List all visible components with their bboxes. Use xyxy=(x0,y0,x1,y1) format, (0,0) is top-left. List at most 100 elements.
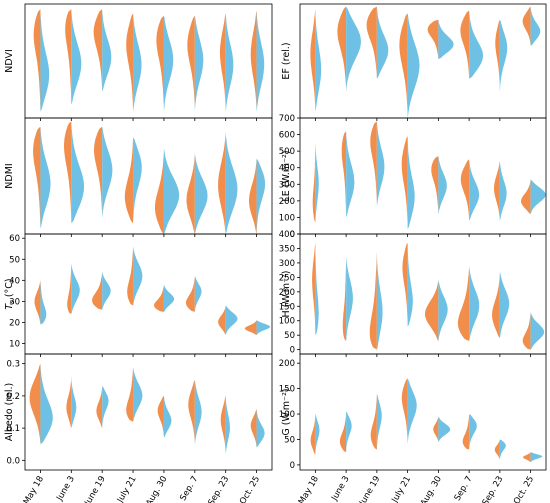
ylabel-le: LE (W.m⁻²) xyxy=(281,150,292,201)
xtick-label-albedo-1: June 3 xyxy=(54,475,76,503)
panel-le: 0 100 200 300 400 500 600 700 LE (W.m⁻²) xyxy=(279,114,547,240)
ytick-label-le-4: 400 xyxy=(279,164,295,174)
violin-ndvi-orange-5 xyxy=(187,15,195,112)
panel-g: 0 50 100 150 200 May 18 June 3 June 19 July 21 Au… xyxy=(279,353,547,503)
violin-ndvi-orange-6 xyxy=(219,13,226,112)
violin-le-blue-2 xyxy=(376,121,385,206)
ytick-label-albedo-1: 0.1 xyxy=(6,424,20,434)
violin-ndmi-blue-2 xyxy=(102,126,113,218)
violin-ndmi-orange-5 xyxy=(186,153,195,234)
violin-ef-blue-2 xyxy=(376,6,389,79)
violin-ef-orange-2 xyxy=(366,6,377,79)
violin-ts-blue-3 xyxy=(133,246,143,306)
violin-g-blue-7 xyxy=(530,452,543,463)
ytick-label-le-7: 700 xyxy=(279,114,295,124)
violin-ef-blue-0 xyxy=(315,9,322,112)
ylabel-albedo: Albedo (rel.) xyxy=(4,383,15,442)
violin-le-orange-2 xyxy=(370,121,377,206)
violin-le-orange-1 xyxy=(341,131,347,218)
panel-frame-albedo xyxy=(24,353,273,471)
panel-frame-g xyxy=(299,353,547,471)
violin-h-orange-2 xyxy=(369,251,377,350)
violin-le-orange-3 xyxy=(401,136,408,229)
ytick-label-h-2: 100 xyxy=(279,317,295,327)
violin-ndmi-orange-7 xyxy=(249,158,257,234)
ylabel-ef: EF (rel.) xyxy=(281,42,292,79)
ytick-label-le-2: 200 xyxy=(279,197,295,207)
violin-g-orange-1 xyxy=(339,411,347,453)
xtick-label-g-3: July 21 xyxy=(390,475,414,503)
violin-ndvi-blue-0 xyxy=(40,9,50,112)
violin-ndmi-blue-4 xyxy=(163,148,180,234)
ytick-label-h-8: 400 xyxy=(279,230,295,240)
violin-h-orange-6 xyxy=(492,271,500,339)
violin-h-blue-7 xyxy=(530,312,545,350)
violin-ndvi-blue-5 xyxy=(194,15,204,112)
violin-le-blue-4 xyxy=(438,156,447,215)
panel-ndvi: NDVI xyxy=(4,3,273,121)
ylabel-ts: Ts (°C) xyxy=(4,278,16,309)
violin-ndvi-blue-6 xyxy=(225,13,234,112)
violin-ef-orange-6 xyxy=(495,19,500,92)
panel-frame-ef xyxy=(299,3,547,119)
ytick-label-h-6: 300 xyxy=(279,259,295,269)
violin-h-orange-3 xyxy=(402,242,408,327)
violin-ndmi-blue-3 xyxy=(133,137,142,224)
violin-le-blue-1 xyxy=(346,131,355,218)
violin-ndmi-blue-6 xyxy=(225,132,238,234)
panel-h: 0 50 100 150 200 250 300 350 400 H (W.m⁻²) xyxy=(279,230,547,357)
violin-g-blue-6 xyxy=(499,439,506,460)
ytick-label-g-4: 200 xyxy=(279,359,295,369)
violin-ts-blue-0 xyxy=(40,280,47,325)
violin-ef-orange-7 xyxy=(522,6,531,46)
ytick-label-albedo-0: 0.0 xyxy=(6,456,20,466)
violin-albedo-orange-0 xyxy=(29,363,41,445)
panel-ndmi: NDMI xyxy=(4,117,273,237)
violin-ndvi-blue-3 xyxy=(133,13,142,112)
ytick-label-ts-5: 60 xyxy=(9,234,20,244)
ytick-label-le-1: 100 xyxy=(279,213,295,223)
ytick-label-h-1: 50 xyxy=(284,331,295,341)
violin-albedo-blue-1 xyxy=(71,376,77,429)
violin-g-blue-3 xyxy=(407,378,417,445)
violin-ndvi-orange-2 xyxy=(93,9,103,92)
xtick-label-g-5: Sep. 7 xyxy=(453,475,475,503)
violin-g-blue-1 xyxy=(346,411,352,453)
violin-le-blue-0 xyxy=(315,142,319,223)
violin-ts-orange-3 xyxy=(127,246,134,306)
violin-albedo-orange-6 xyxy=(220,395,226,454)
ytick-label-le-6: 600 xyxy=(279,131,295,141)
ylabel-h: H (W.m⁻²) xyxy=(281,271,292,318)
violin-h-orange-0 xyxy=(312,242,316,336)
violin-g-orange-6 xyxy=(494,439,500,460)
violin-ef-orange-3 xyxy=(399,13,408,119)
violin-le-orange-0 xyxy=(312,142,316,223)
violin-ndvi-blue-7 xyxy=(256,10,265,112)
ytick-label-le-0: 0 xyxy=(290,230,295,240)
violin-ef-orange-5 xyxy=(460,10,470,79)
violin-h-blue-2 xyxy=(376,251,383,350)
ytick-label-ts-0: 10 xyxy=(9,339,20,349)
violin-le-blue-6 xyxy=(499,161,507,221)
ytick-label-g-1: 50 xyxy=(284,435,295,445)
violin-le-orange-7 xyxy=(521,179,531,215)
violin-ndmi-orange-3 xyxy=(124,137,134,224)
violin-h-blue-5 xyxy=(469,265,480,341)
panel-frame-ndvi xyxy=(24,3,273,119)
violin-ndvi-orange-1 xyxy=(65,9,72,105)
xtick-label-albedo-0: May 18 xyxy=(22,475,46,503)
ytick-label-g-2: 100 xyxy=(279,410,295,420)
violin-albedo-blue-5 xyxy=(194,379,202,445)
violin-ts-blue-6 xyxy=(225,305,238,336)
violin-ef-blue-5 xyxy=(469,10,483,79)
violin-ndmi-orange-1 xyxy=(64,121,72,224)
violin-ndvi-orange-3 xyxy=(126,13,134,112)
ylabel-g: G (W.m⁻²) xyxy=(281,388,292,435)
violin-g-orange-5 xyxy=(462,414,470,450)
violin-le-blue-7 xyxy=(530,179,546,215)
violin-ndvi-blue-1 xyxy=(71,9,82,105)
ytick-label-h-4: 200 xyxy=(279,288,295,298)
panel-frame-h xyxy=(299,233,547,355)
panel-frame-le xyxy=(299,117,547,235)
